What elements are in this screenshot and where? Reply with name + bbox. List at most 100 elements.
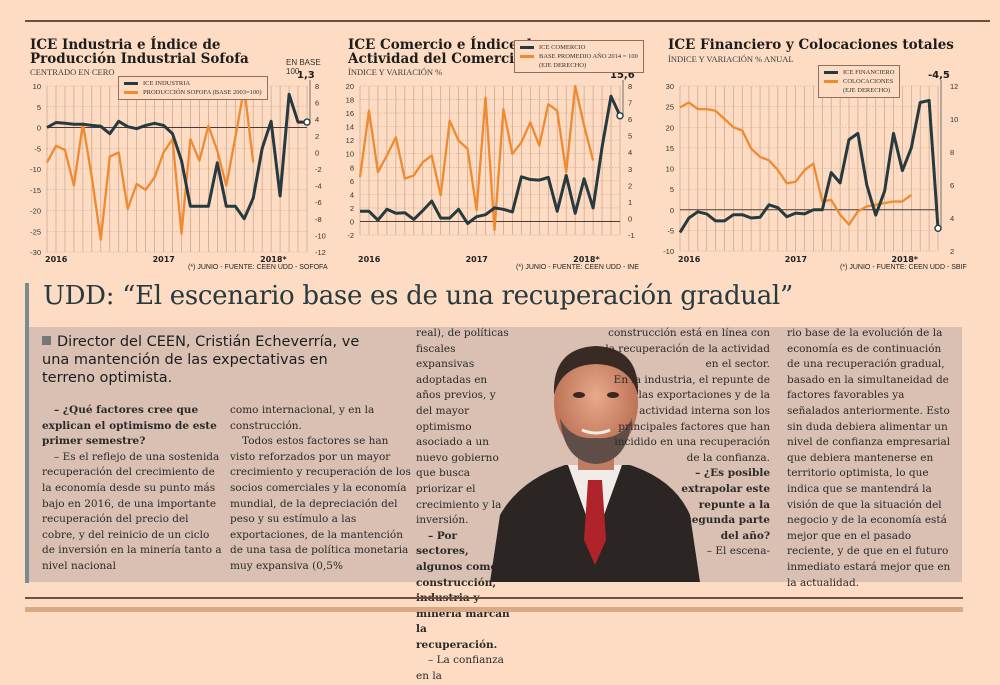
chart-subtitle: CENTRADO EN CERO — [30, 67, 115, 77]
article-column-2: como internacional, y en la construcción… — [230, 403, 413, 575]
legend-item: COLOCACIONES — [824, 77, 894, 86]
y-tick-left: 6 — [350, 177, 354, 186]
y-tick-left: 15 — [666, 144, 674, 153]
y-tick-left: -20 — [30, 207, 41, 216]
chart-legend: ICE INDUSTRIA PRODUCCIÓN SOFOFA (BASE 20… — [118, 76, 268, 100]
interview-answer: – Es el reflejo de una sostenida recuper… — [42, 450, 222, 572]
interview-question: – ¿Es posible extrapolar este repunte a … — [681, 467, 770, 542]
y-tick-left: 18 — [346, 96, 354, 105]
interview-question: – ¿Qué factores cree que explican el opt… — [42, 404, 217, 448]
y-tick-right: 6 — [628, 115, 632, 124]
chart-subtitle: ÍNDICE Y VARIACIÓN % ANUAL — [668, 54, 794, 64]
end-point-marker — [616, 112, 624, 120]
y-tick-right: 6 — [315, 99, 319, 108]
y-tick-right: 0 — [315, 148, 319, 157]
y-tick-left: 0 — [37, 124, 41, 133]
y-tick-right: 8 — [628, 82, 632, 91]
legend-label: PRODUCCIÓN SOFOFA (BASE 2003=100) — [143, 89, 262, 96]
legend-swatch-dark — [520, 46, 534, 49]
chart-source: (*) JUNIO - FUENTE: CEEN UDD - SOFOFA — [188, 264, 328, 271]
y-tick-left: -10 — [663, 247, 674, 256]
paragraph: como internacional, y en la construcción… — [230, 404, 375, 432]
chart-source: (*) JUNIO - FUENTE: CEEN UDD - SBIF — [840, 264, 967, 271]
legend-item: BASE PROMEDIO AÑO 2014 = 100 — [520, 52, 638, 61]
y-tick-left: 20 — [346, 82, 354, 91]
y-tick-left: -5 — [34, 144, 41, 153]
y-tick-right: 0 — [628, 214, 632, 223]
headline-accent-bar — [25, 283, 29, 583]
chart-legend: ICE COMERCIO BASE PROMEDIO AÑO 2014 = 10… — [514, 40, 644, 73]
y-tick-left: 4 — [350, 190, 354, 199]
top-rule — [25, 20, 990, 22]
article-lead: Director del CEEN, Cristián Echeverría, … — [42, 333, 382, 387]
y-tick-left: 14 — [346, 123, 354, 132]
chart-title: ICE Financiero y Colocaciones totales — [668, 37, 954, 53]
y-tick-right: 2 — [950, 247, 954, 256]
y-tick-right: -8 — [315, 215, 322, 224]
y-tick-left: 10 — [33, 82, 41, 91]
end-point-marker — [303, 118, 311, 126]
legend-swatch-dark — [124, 82, 138, 85]
legend-label: BASE PROMEDIO AÑO 2014 = 100 — [539, 53, 638, 60]
article-column-5: rio base de la evolución de la economía … — [787, 326, 955, 591]
legend-swatch-orange — [124, 91, 138, 94]
x-tick-label: 2017 — [466, 255, 488, 264]
article-column-4: construcción está en línea con la recupe… — [600, 326, 770, 560]
y-tick-left: 0 — [670, 206, 674, 215]
y-tick-right: -2 — [315, 165, 322, 174]
bullet-square-icon — [42, 336, 51, 345]
y-tick-right: 3 — [628, 165, 632, 174]
legend-label: ICE FINANCIERO — [843, 69, 895, 76]
y-tick-left: 8 — [350, 163, 354, 172]
chart-subtitle: ÍNDICE Y VARIACIÓN % — [348, 67, 443, 77]
article-headline: UDD: “El escenario base es de una recupe… — [43, 281, 793, 311]
chart-unit-label: EN BASE 100 — [286, 58, 321, 76]
y-tick-right: 4 — [315, 115, 319, 124]
x-tick-label: 2018* — [260, 255, 287, 264]
x-tick-label: 2016 — [678, 255, 701, 264]
chart-title: ICE Industria e Índice de Producción Ind… — [30, 37, 249, 67]
y-tick-right: 4 — [950, 214, 954, 223]
y-tick-right: 6 — [950, 181, 954, 190]
paragraph: rio base de la evolución de la economía … — [787, 327, 951, 589]
bottom-rule — [25, 597, 963, 599]
y-tick-left: 16 — [346, 109, 354, 118]
legend-item: ICE INDUSTRIA — [124, 79, 262, 88]
interview-answer: – La confianza en la — [416, 654, 504, 683]
chart-ice-comercio: ICE Comercio e Índice de Actividad del C… — [346, 30, 648, 275]
y-tick-left: 12 — [346, 136, 354, 145]
chart-plot: 10 5 0 -5 -10 -15 -20 -25 -30 8 6 4 2 0 -2 -4 -6 -8 -10 -12… — [30, 70, 326, 264]
y-tick-left: 0 — [350, 217, 354, 226]
legend-item: PRODUCCIÓN SOFOFA (BASE 2003=100) — [124, 88, 262, 97]
y-tick-left: 5 — [37, 103, 41, 112]
y-tick-left: 10 — [666, 165, 674, 174]
y-tick-right: 8 — [315, 82, 319, 91]
legend-item: ICE FINANCIERO — [824, 68, 894, 77]
end-point-marker — [934, 224, 942, 233]
x-tick-label: 2018* — [573, 255, 600, 264]
paragraph: real), de políticas fiscales expansivas … — [416, 327, 509, 527]
lead-text: Director del CEEN, Cristián Echeverría, … — [42, 334, 360, 386]
series-line-dark — [360, 94, 622, 225]
paragraph: construcción está en línea con la recupe… — [605, 327, 770, 371]
y-tick-left: -15 — [30, 186, 41, 195]
chart-ice-industria: ICE Industria e Índice de Producción Ind… — [30, 30, 330, 275]
series-line-orange — [358, 84, 595, 232]
chart-legend: ICE FINANCIERO COLOCACIONES (EJE DERECHO… — [818, 65, 901, 98]
legend-swatch-orange — [520, 55, 534, 58]
y-tick-left: -2 — [347, 231, 354, 240]
y-tick-right: 5 — [628, 132, 632, 141]
y-tick-right: 2 — [315, 132, 319, 141]
portrait-photo — [490, 346, 700, 582]
legend-item: (EJE DERECHO) — [824, 86, 894, 95]
y-tick-left: 20 — [666, 123, 674, 132]
y-tick-left: 10 — [346, 150, 354, 159]
series-line-dark — [46, 92, 307, 221]
y-tick-right: -4 — [315, 182, 322, 191]
y-tick-left: -10 — [30, 165, 41, 174]
article-column-1: – ¿Qué factores cree que explican el opt… — [42, 403, 222, 575]
paragraph: Todos estos factores se han visto reforz… — [230, 435, 411, 572]
y-tick-right: 10 — [950, 115, 958, 124]
x-tick-label: 2016 — [45, 255, 68, 264]
legend-label: (EJE DERECHO) — [539, 62, 587, 69]
